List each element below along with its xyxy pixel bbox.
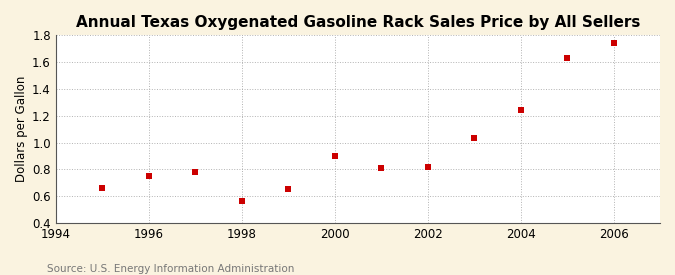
Text: Source: U.S. Energy Information Administration: Source: U.S. Energy Information Administ… bbox=[47, 264, 294, 274]
Y-axis label: Dollars per Gallon: Dollars per Gallon bbox=[15, 76, 28, 182]
Title: Annual Texas Oxygenated Gasoline Rack Sales Price by All Sellers: Annual Texas Oxygenated Gasoline Rack Sa… bbox=[76, 15, 640, 30]
